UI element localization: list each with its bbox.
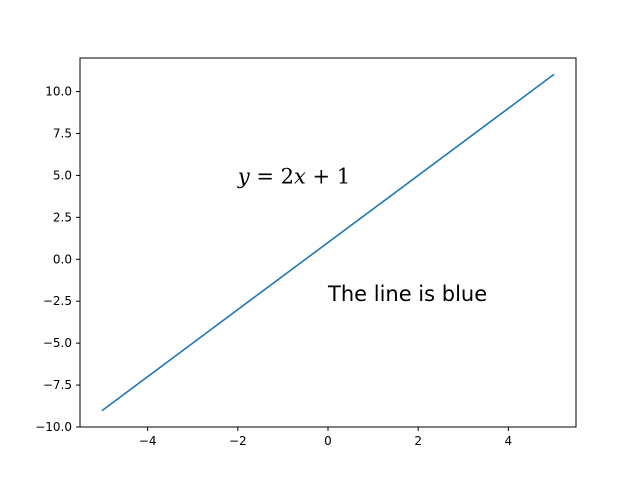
- text-annotation: The line is blue: [327, 282, 487, 306]
- x-tick-label: 2: [414, 434, 422, 448]
- y-axis-ticks: −10.0 −7.5 −5.0 −2.5 0.0 2.5 5.0 7.5 10.0: [35, 85, 80, 434]
- x-axis-ticks: −4 −2 0 2 4: [139, 427, 512, 448]
- series-layer: [101, 73, 555, 412]
- y-tick-label: −5.0: [43, 336, 72, 350]
- x-tick-label: 0: [324, 434, 332, 448]
- series-line: [101, 73, 555, 412]
- y-tick-label: −7.5: [43, 378, 72, 392]
- x-tick-label: −2: [229, 434, 247, 448]
- y-tick-label: 7.5: [53, 126, 72, 140]
- x-tick-label: −4: [139, 434, 157, 448]
- plot-frame: [79, 57, 577, 428]
- equation-annotation: y = 2x + 1: [237, 164, 350, 188]
- y-tick-label: 10.0: [45, 85, 72, 99]
- y-tick-label: 5.0: [53, 168, 72, 182]
- x-tick-label: 4: [505, 434, 513, 448]
- y-tick-label: −2.5: [43, 294, 72, 308]
- y-tick-label: 2.5: [53, 210, 72, 224]
- annotation-layer: y = 2x + 1 The line is blue: [237, 164, 487, 305]
- y-tick-label: 0.0: [53, 252, 72, 266]
- y-tick-label: −10.0: [35, 420, 72, 434]
